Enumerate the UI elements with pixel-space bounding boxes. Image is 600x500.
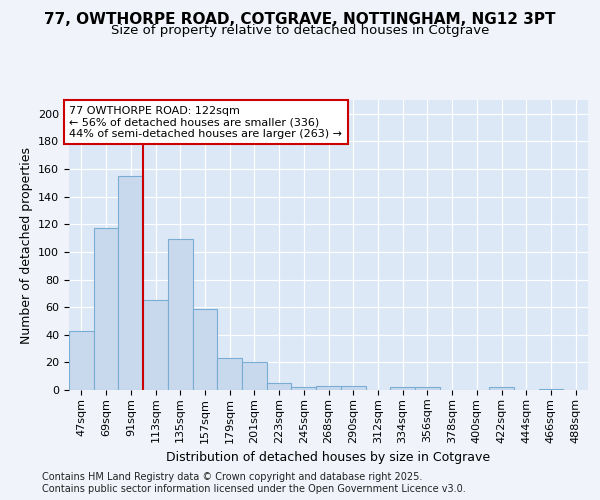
Text: Contains public sector information licensed under the Open Government Licence v3: Contains public sector information licen… [42,484,466,494]
Text: 77 OWTHORPE ROAD: 122sqm
← 56% of detached houses are smaller (336)
44% of semi-: 77 OWTHORPE ROAD: 122sqm ← 56% of detach… [70,106,343,138]
Bar [118,176,143,390]
Bar [341,386,365,390]
Bar [390,387,415,390]
Y-axis label: Number of detached properties: Number of detached properties [20,146,32,344]
Bar [94,228,118,390]
Bar [489,387,514,390]
Text: Contains HM Land Registry data © Crown copyright and database right 2025.: Contains HM Land Registry data © Crown c… [42,472,422,482]
Bar [143,300,168,390]
Bar [292,387,316,390]
Bar [242,362,267,390]
Bar [168,240,193,390]
Bar [267,383,292,390]
Text: 77, OWTHORPE ROAD, COTGRAVE, NOTTINGHAM, NG12 3PT: 77, OWTHORPE ROAD, COTGRAVE, NOTTINGHAM,… [44,12,556,28]
Bar [316,386,341,390]
Bar [217,358,242,390]
X-axis label: Distribution of detached houses by size in Cotgrave: Distribution of detached houses by size … [166,451,491,464]
Bar [193,308,217,390]
Bar [415,387,440,390]
Bar [539,388,563,390]
Bar [69,330,94,390]
Text: Size of property relative to detached houses in Cotgrave: Size of property relative to detached ho… [111,24,489,37]
